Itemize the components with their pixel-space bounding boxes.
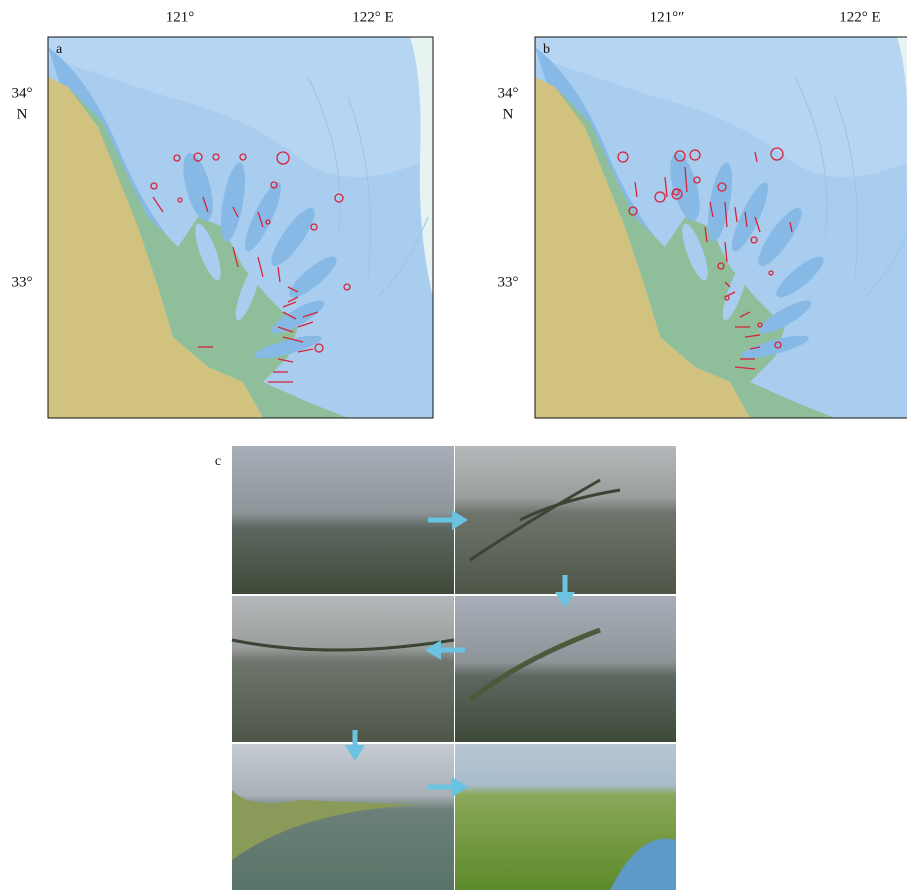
lon-label: 122° E bbox=[839, 9, 880, 25]
figure: a 121° 122° E 34° N 33° b 121°″ 122° E 3… bbox=[0, 0, 907, 893]
photo bbox=[232, 596, 454, 742]
lon-label: 122° E bbox=[352, 9, 393, 25]
lat-label: 33° bbox=[12, 274, 33, 290]
lat-label: N bbox=[17, 106, 28, 122]
panel-label: c bbox=[215, 454, 221, 469]
panel-label: a bbox=[56, 42, 63, 57]
use bbox=[48, 37, 433, 418]
panel-b: b 121°″ 122° E 34° N 33° bbox=[498, 9, 907, 418]
lon-label: 121°″ bbox=[650, 9, 685, 25]
photo bbox=[455, 446, 676, 594]
panel-c: c bbox=[215, 446, 676, 890]
panel-label: b bbox=[543, 42, 550, 57]
lat-label: 34° bbox=[498, 85, 519, 101]
lat-label: 33° bbox=[498, 274, 519, 290]
use bbox=[535, 37, 907, 418]
photo bbox=[455, 596, 676, 742]
lat-label: N bbox=[503, 106, 514, 122]
panel-a: a 121° 122° E 34° N 33° bbox=[12, 9, 434, 418]
photo bbox=[232, 446, 454, 594]
lon-label: 121° bbox=[166, 9, 195, 25]
lat-label: 34° bbox=[12, 85, 33, 101]
